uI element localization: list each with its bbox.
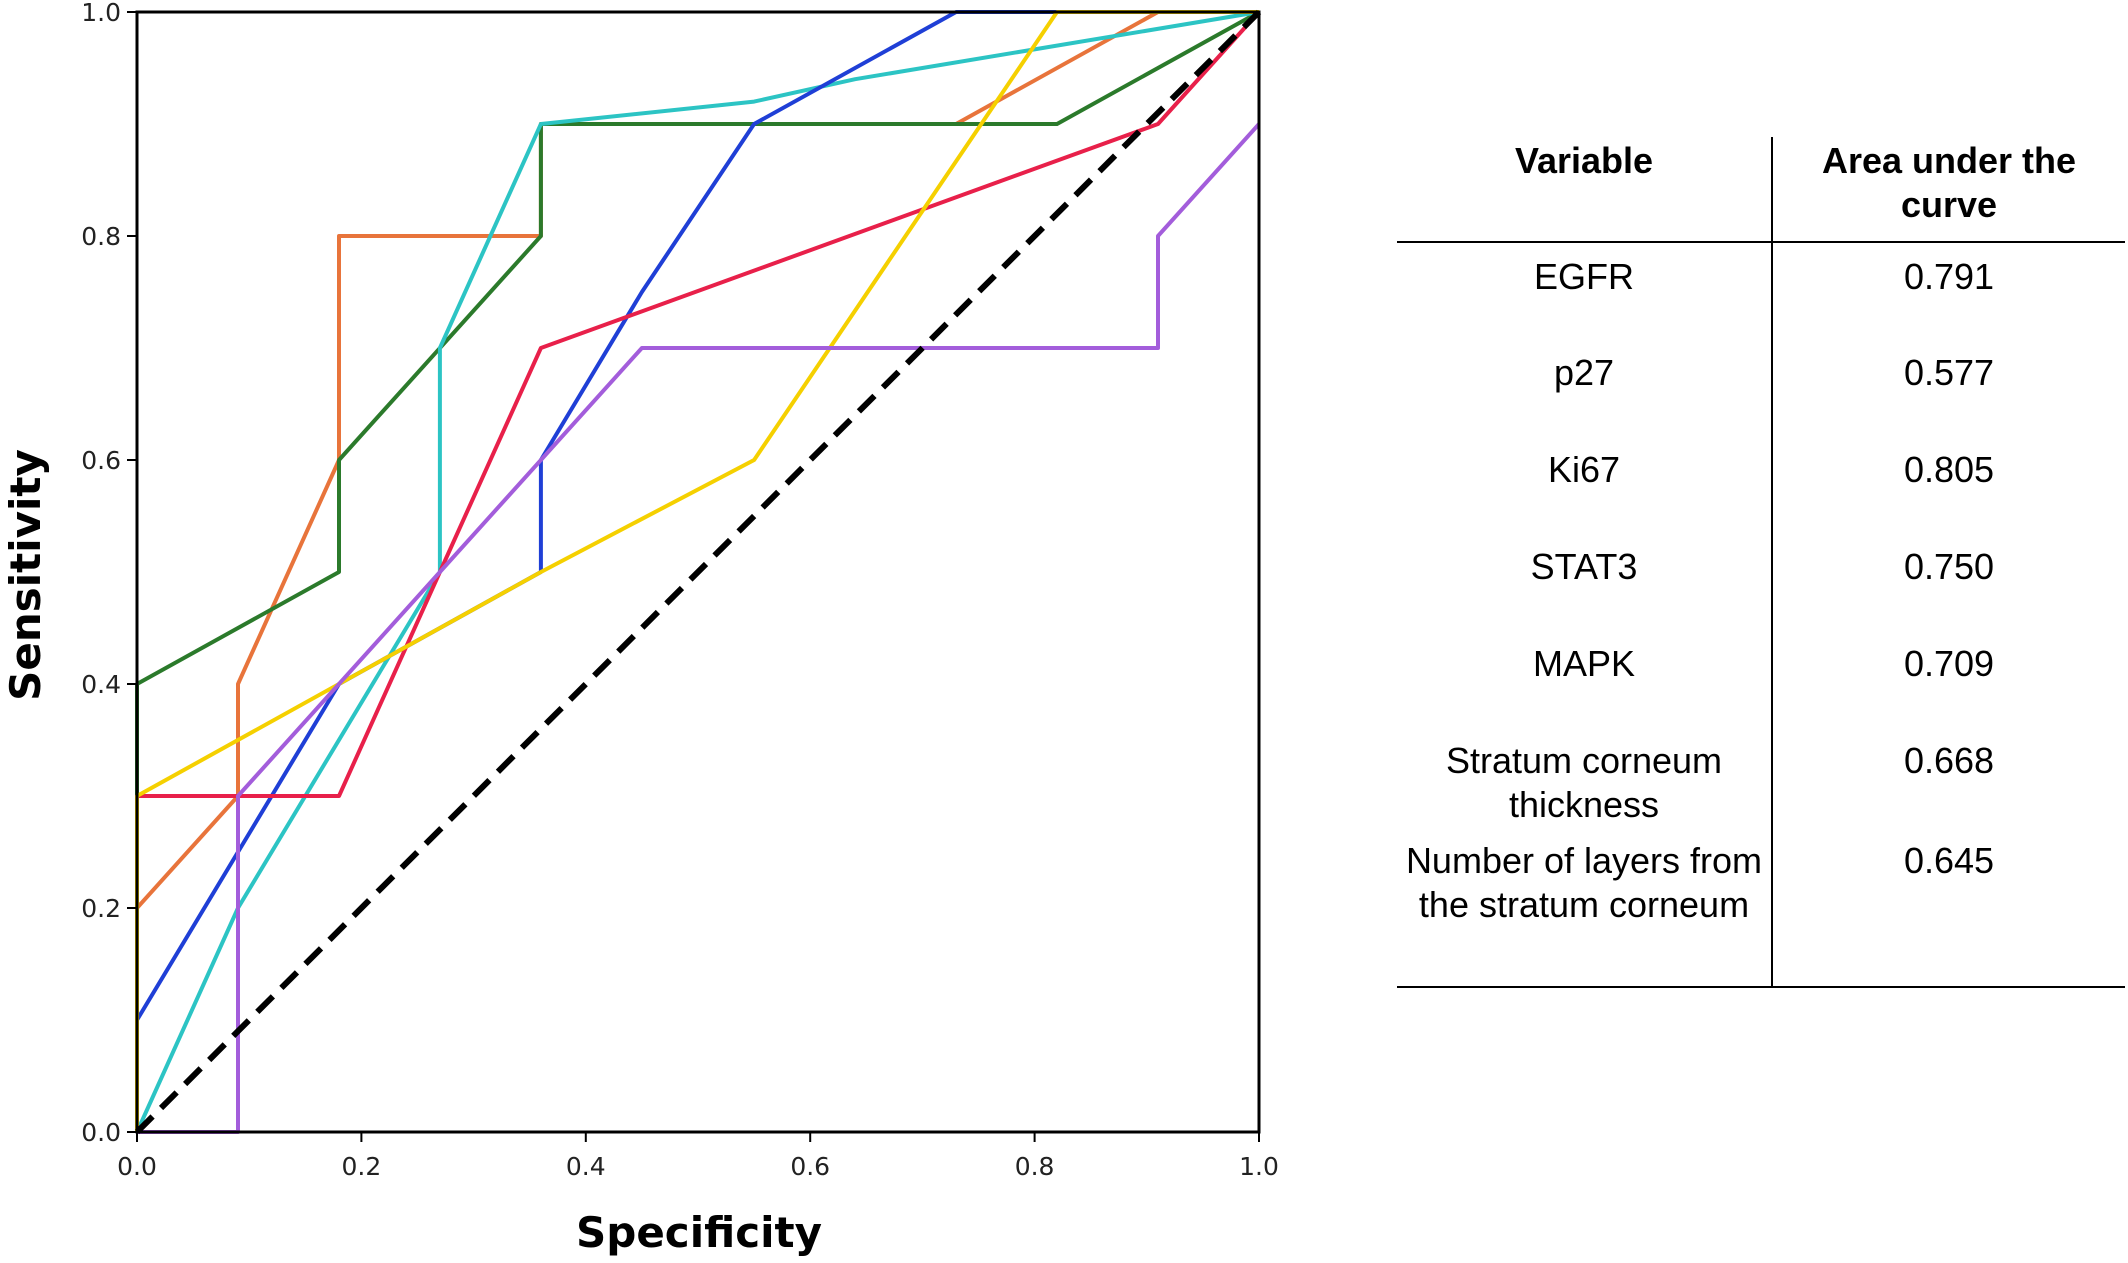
plot-area: [134, 9, 1262, 1135]
table-row: Stratum corneum thickness 0.668: [1397, 727, 2125, 827]
variable-cell: Number of layers from the stratum corneu…: [1397, 827, 1773, 988]
reference-diagonal-line: [134, 9, 1262, 1135]
variable-cell: Stratum corneum thickness: [1397, 727, 1773, 827]
auc-cell: 0.645: [1772, 827, 2125, 988]
x-axis-ticks: 0.0 0.2 0.4 0.6 0.8 1.0: [117, 1132, 1279, 1181]
variable-cell: p27: [1397, 339, 1773, 436]
header-variable: Variable: [1397, 137, 1773, 243]
table-header-row: Variable Area under the curve: [1397, 137, 2125, 243]
y-tick-label: 1.0: [81, 0, 121, 27]
x-axis-title: Specificity: [576, 1208, 822, 1257]
y-axis-ticks: 0.0 0.2 0.4 0.6 0.8 1.0: [81, 0, 137, 1147]
y-tick-label: 0.6: [81, 446, 121, 475]
y-axis-title: Sensitivity: [1, 449, 50, 701]
x-tick-label: 0.4: [566, 1152, 606, 1181]
y-tick-label: 0.8: [81, 222, 121, 251]
table-row: EGFR 0.791: [1397, 242, 2125, 339]
table-row: p27 0.577: [1397, 339, 2125, 436]
plot-frame: [135, 10, 1261, 1134]
roc-chart: 0.0 0.2 0.4 0.6 0.8 1.0 0.0 0.2 0.4 0.6 0.8 1.0 Sp…: [1, 0, 1279, 1257]
auc-cell: 0.750: [1903, 546, 1995, 587]
auc-cell: 0.805: [1903, 449, 1995, 490]
header-auc: Area under the curve: [1772, 137, 2125, 243]
x-tick-label: 0.2: [342, 1152, 382, 1181]
roc-curve-line: [137, 122, 1261, 1134]
y-tick-label: 0.2: [81, 894, 121, 923]
variable-cell: EGFR: [1397, 242, 1773, 339]
roc-curve-line: [135, 10, 1259, 1132]
table-row: Ki67 0.805: [1397, 436, 2125, 533]
y-tick-label: 0.0: [81, 1118, 121, 1147]
auc-cell: 0.577: [1903, 352, 1995, 393]
variable-cell: Ki67: [1397, 436, 1773, 533]
x-tick-label: 0.8: [1015, 1152, 1055, 1181]
x-tick-label: 0.0: [117, 1152, 157, 1181]
auc-cell: 0.791: [1903, 256, 1995, 297]
roc-curve-line: [135, 10, 1259, 1132]
variable-cell: STAT3: [1397, 533, 1773, 630]
x-tick-label: 1.0: [1239, 1152, 1279, 1181]
table-row: STAT3 0.750: [1397, 533, 2125, 630]
variable-cell: MAPK: [1397, 630, 1773, 727]
auc-cell: 0.668: [1903, 740, 1995, 781]
auc-cell: 0.709: [1903, 643, 1995, 684]
table-row: Number of layers from the stratum corneu…: [1397, 827, 2125, 988]
table-row: MAPK 0.709: [1397, 630, 2125, 727]
auc-table: Variable Area under the curve EGFR 0.791…: [1397, 137, 2125, 988]
roc-curve-line: [135, 10, 1260, 1133]
x-tick-label: 0.6: [790, 1152, 830, 1181]
y-tick-label: 0.4: [81, 670, 121, 699]
